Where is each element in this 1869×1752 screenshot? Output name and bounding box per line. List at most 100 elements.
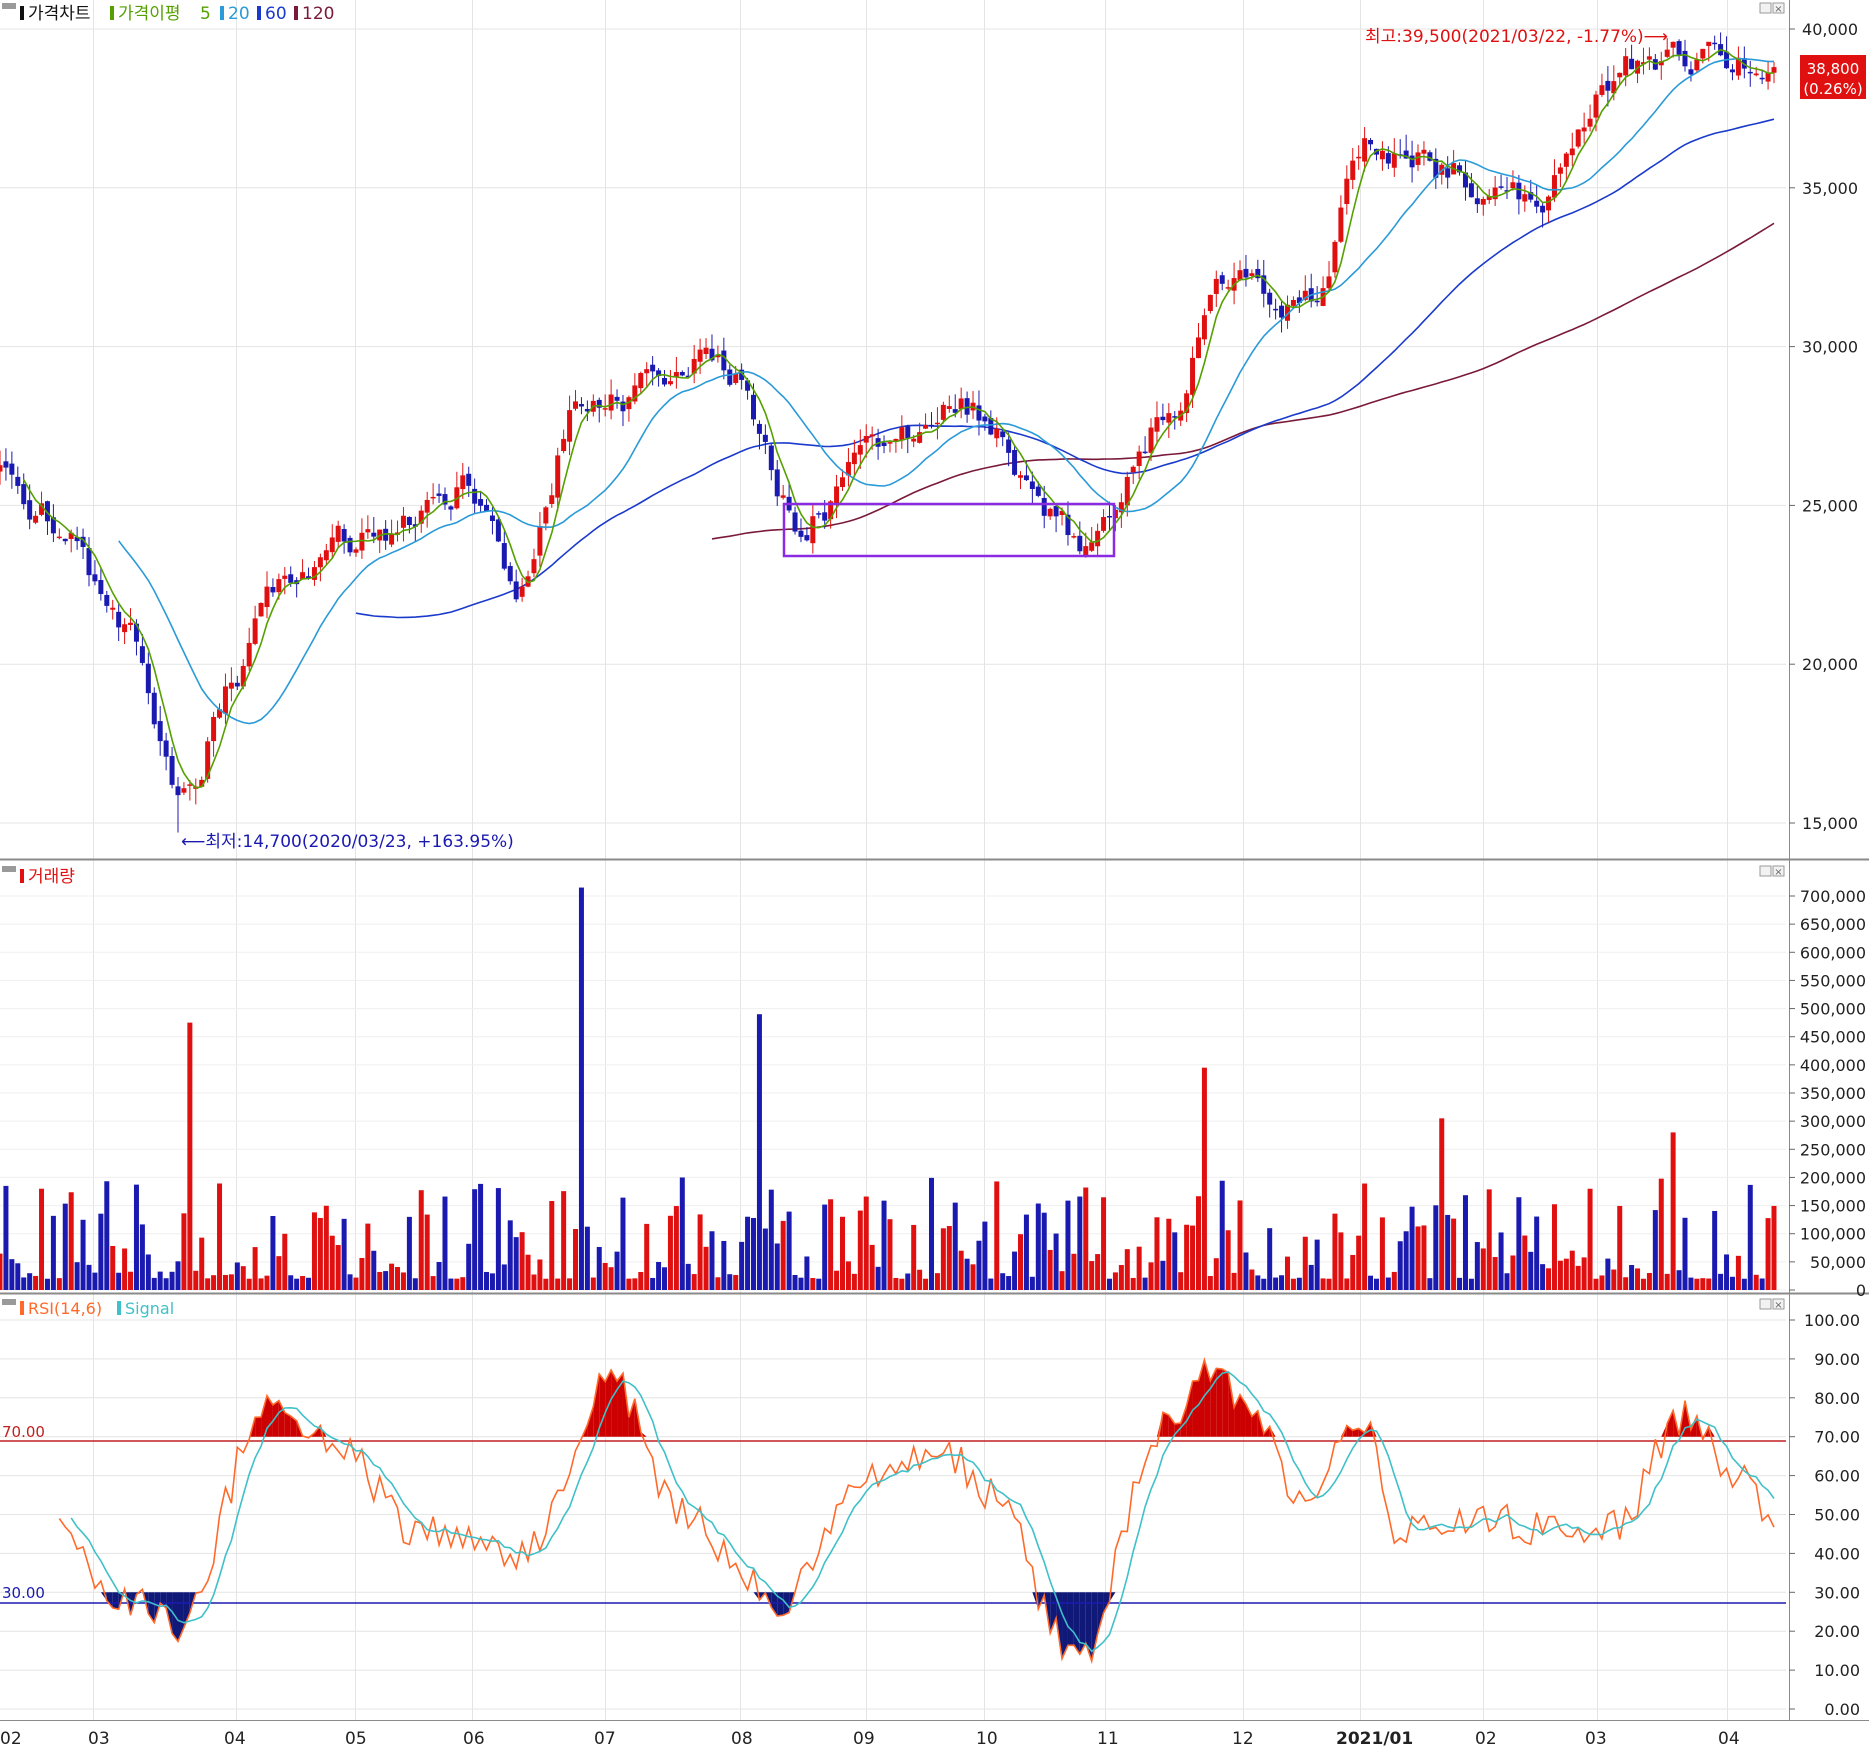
volume-bar [940,1228,946,1290]
minimize-icon[interactable] [1759,865,1772,877]
volume-bar [1605,1258,1611,1290]
volume-bar [1439,1118,1445,1290]
candle-body [519,586,525,597]
volume-bar [1551,1204,1557,1290]
volume-bar [537,1259,543,1290]
candle-body [222,686,228,714]
candle-body [1142,451,1148,454]
candle-body [1474,198,1480,205]
volume-tick-label: 250,000 [1800,1140,1866,1159]
volume-bar [246,1278,252,1290]
volume-bar [335,1245,341,1290]
candle-body [555,455,561,498]
volume-tick-label: 200,000 [1800,1168,1866,1187]
price-tick-label: 35,000 [1802,179,1858,198]
candle-body [822,512,828,521]
candle-body [270,587,276,593]
candle-body [673,372,679,377]
close-icon[interactable] [1772,2,1785,14]
legend-ma60: 60 [265,4,287,24]
candle-body [501,543,507,569]
volume-bar [424,1214,430,1290]
volume-bar [1599,1275,1605,1290]
rsi-overbought-fill [628,1398,635,1437]
volume-bar [1724,1254,1730,1290]
volume-bar [1700,1278,1706,1290]
candle-body [828,501,834,520]
candle-body [1237,270,1243,281]
candle-body [810,516,816,544]
volume-bar [1219,1180,1225,1290]
x-tick-label: 11 [1097,1729,1119,1748]
candle-body [1201,315,1207,340]
candle-body [1106,516,1112,518]
volume-bar [448,1278,454,1290]
x-tick-label: 10 [976,1729,998,1748]
volume-bar [1035,1203,1041,1290]
volume-bar [1267,1228,1273,1290]
candle-body [1605,80,1611,91]
candle-body [1053,506,1059,517]
volume-bar [1142,1277,1148,1290]
close-icon[interactable] [1772,1298,1785,1310]
rsi-oversold-fill [1062,1592,1068,1659]
volume-bar [1528,1251,1534,1290]
candle-body [1017,475,1023,478]
candle-body [567,410,573,442]
candle-body [448,506,454,510]
panel-handle-icon[interactable] [2,1299,16,1305]
candle-body [1041,497,1047,516]
volume-bar [270,1216,276,1290]
close-icon[interactable] [1772,865,1785,877]
volume-bar [460,1277,466,1290]
candle-body [685,375,691,378]
panel-handle-icon[interactable] [2,866,16,872]
minimize-icon[interactable] [1759,2,1772,14]
candle-body [1136,451,1142,467]
candle-body [715,354,721,358]
volume-bar [294,1278,300,1290]
volume-bar [739,1241,745,1290]
volume-bar [466,1243,472,1290]
x-tick-label: 08 [731,1729,753,1748]
candle-body [851,452,857,465]
volume-bar [525,1254,531,1290]
legend-marker-ma120 [294,6,298,20]
volume-bar [1195,1196,1201,1290]
rsi-oversold-fill [1085,1592,1092,1662]
candle-body [68,532,74,539]
volume-bar [887,1219,893,1290]
candle-body [857,445,863,455]
candle-body [395,532,401,535]
last-price-tag [1800,55,1866,99]
volume-bar [863,1196,869,1290]
volume-bar [561,1191,567,1290]
rsi-panel-controls: × [2,1298,1785,1311]
candle-body [104,594,110,606]
candle-body [1000,431,1006,438]
volume-bar [0,1253,3,1290]
volume-bar [1587,1188,1593,1290]
candle-body [1682,50,1688,67]
panel-handle-icon[interactable] [2,3,16,9]
candle-body [1284,304,1290,321]
candle-body [1735,57,1741,76]
candle-body [863,435,869,443]
rsi-oversold-fill [154,1592,161,1623]
candle-body [1587,118,1593,127]
volume-bar [638,1272,644,1290]
volume-tick-label: 700,000 [1800,887,1866,906]
volume-bar [478,1183,484,1290]
candle-body [317,557,323,568]
minimize-icon[interactable] [1759,1298,1772,1310]
candle-body [887,442,893,444]
legend-volume: 거래량 [28,867,75,887]
volume-bar [389,1263,395,1290]
volume-bar [875,1266,881,1290]
volume-bar [869,1244,875,1290]
candle-body [1593,94,1599,118]
volume-bar [484,1271,490,1290]
volume-bar [650,1277,656,1290]
volume-bar [840,1216,846,1290]
volume-bar [1729,1276,1735,1290]
